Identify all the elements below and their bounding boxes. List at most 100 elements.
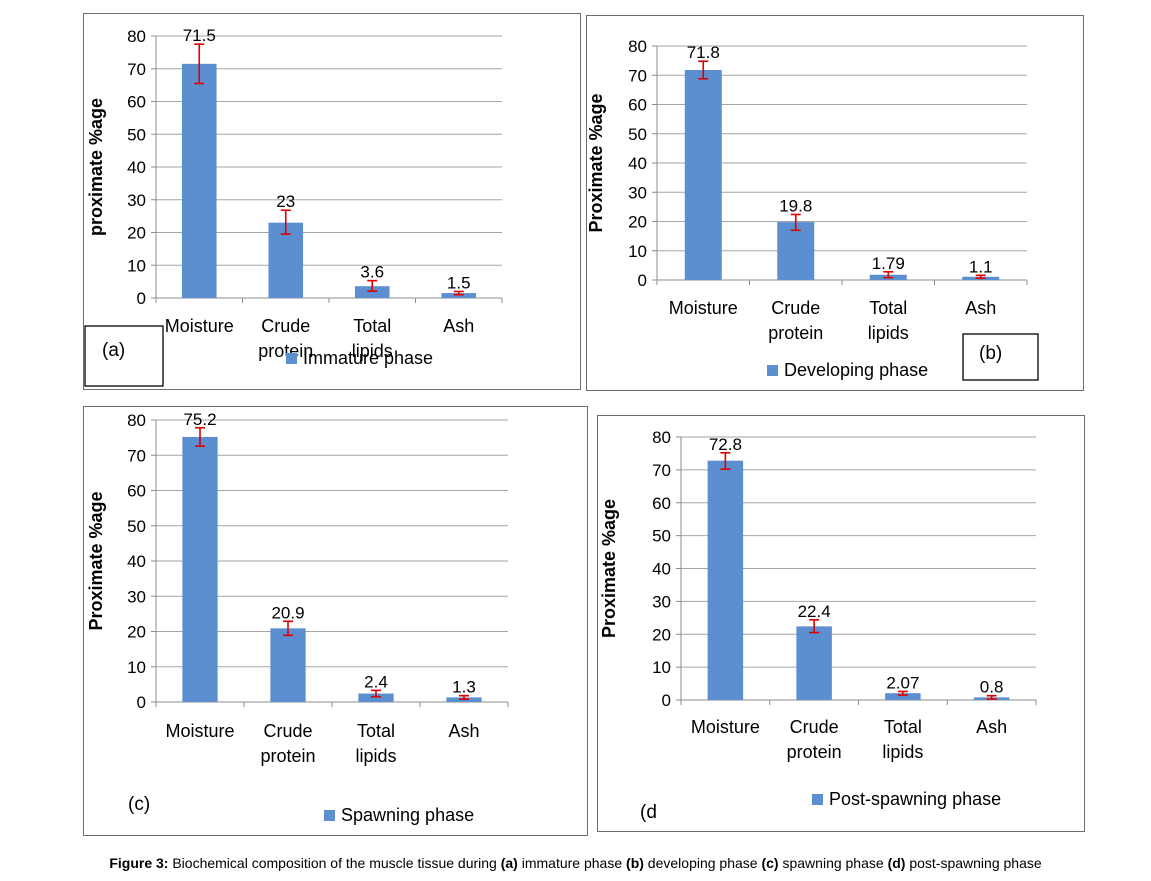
error-bar-c-0	[195, 426, 205, 447]
category-label-b-3: Ash	[965, 298, 996, 318]
data-label-a-0: 71.5	[183, 26, 216, 45]
category-label-d-2: Total	[884, 717, 922, 737]
y-tick-label-b-70: 70	[628, 66, 647, 85]
y-axis-label-c: Proximate %age	[86, 491, 106, 630]
y-tick-label-b-40: 40	[628, 154, 647, 173]
legend-swatch-d	[812, 794, 823, 805]
y-tick-label-b-20: 20	[628, 213, 647, 232]
bar-c-0	[182, 436, 218, 702]
caption-text-4: spawning phase	[778, 855, 888, 871]
chart-svg-d: 0 10 20 30 40 50 60 70 80 Proximate %age 72.8 Moist…	[599, 428, 1037, 823]
category-label-d-3: Ash	[976, 717, 1007, 737]
panel-label-d: (d	[640, 802, 657, 823]
y-tick-label-a-70: 70	[127, 60, 146, 79]
bar-d-2	[885, 693, 921, 700]
bar-b-1	[777, 222, 815, 280]
y-axis-label-a: proximate %age	[86, 98, 106, 236]
panel-label-b: (b)	[979, 343, 1002, 364]
y-tick-label-c-60: 60	[127, 482, 146, 501]
panel-label-box-b	[962, 333, 1039, 381]
category-label-b-0: Moisture	[669, 298, 738, 318]
y-tick-label-c-50: 50	[127, 517, 146, 536]
y-tick-label-a-20: 20	[127, 224, 146, 243]
bar-c-1	[270, 628, 306, 702]
data-label-c-1: 20.9	[271, 603, 304, 622]
error-bar-a-1	[280, 209, 291, 235]
category-label-c-3: Ash	[448, 721, 479, 741]
caption-a: (a)	[500, 855, 518, 871]
category-label-c-1-line2: protein	[260, 746, 315, 766]
y-tick-label-c-40: 40	[127, 552, 146, 571]
legend-swatch-b	[767, 365, 778, 376]
category-label-c-1: Crude	[263, 721, 312, 741]
y-tick-label-d-0: 0	[662, 691, 671, 710]
category-label-a-1-line2: protein	[258, 341, 313, 361]
y-tick-label-a-80: 80	[127, 27, 146, 46]
y-axis-label-d: Proximate %age	[599, 499, 619, 638]
category-label-a-2: Total	[353, 316, 391, 336]
legend-label-d: Post-spawning phase	[829, 789, 1001, 809]
bar-a-1	[268, 222, 304, 298]
legend-swatch-c	[324, 810, 335, 821]
error-bar-d-0	[720, 451, 731, 471]
caption-text-1: Biochemical composition of the muscle ti…	[168, 855, 501, 871]
y-tick-label-b-10: 10	[628, 242, 647, 261]
chart-svg-a: 0 10 20 30 40 50 60 70 80 proximate %age 71.5 Moist…	[84, 26, 503, 387]
category-label-b-2-line2: lipids	[868, 323, 909, 343]
error-bar-a-0	[194, 43, 205, 85]
data-label-a-3: 1.5	[447, 273, 471, 292]
data-label-d-2: 2.07	[886, 673, 919, 692]
y-tick-label-a-60: 60	[127, 93, 146, 112]
y-tick-label-d-80: 80	[652, 428, 671, 447]
error-bar-b-3	[975, 274, 986, 280]
y-axis-label-b: Proximate %age	[586, 93, 606, 232]
error-bar-a-2	[367, 279, 378, 292]
y-tick-label-d-20: 20	[652, 625, 671, 644]
y-tick-label-a-50: 50	[127, 125, 146, 144]
y-tick-label-c-10: 10	[127, 658, 146, 677]
caption-c: (c)	[761, 855, 779, 871]
category-label-b-1-line2: protein	[768, 323, 823, 343]
data-label-c-3: 1.3	[452, 678, 476, 697]
bar-a-0	[181, 63, 217, 299]
error-bar-c-1	[283, 620, 293, 637]
error-bar-c-2	[371, 689, 381, 698]
y-tick-label-b-30: 30	[628, 183, 647, 202]
category-label-c-2: Total	[357, 721, 395, 741]
category-label-d-1-line2: protein	[787, 742, 842, 762]
chart-svg-b: 0 10 20 30 40 50 60 70 80 Proximate %age 71.8 Moist…	[586, 37, 1039, 381]
y-tick-label-d-50: 50	[652, 527, 671, 546]
error-bar-b-0	[698, 60, 709, 80]
data-label-d-0: 72.8	[709, 435, 742, 454]
y-tick-label-a-40: 40	[127, 158, 146, 177]
panel-label-c: (c)	[128, 794, 150, 815]
data-label-b-1: 19.8	[779, 196, 812, 215]
caption-label: Figure 3:	[109, 855, 169, 871]
y-tick-label-a-10: 10	[127, 256, 146, 275]
data-label-b-0: 71.8	[687, 43, 720, 62]
data-label-a-2: 3.6	[360, 263, 384, 282]
bar-c-2	[358, 693, 394, 702]
bar-a-2	[354, 286, 390, 298]
chart-panel-c: 0 10 20 30 40 50 60 70 80 Proximate %age 75.2 Moist…	[83, 406, 588, 836]
y-tick-label-c-70: 70	[127, 446, 146, 465]
category-label-c-2-line2: lipids	[355, 746, 396, 766]
panel-label-box-a	[84, 325, 164, 387]
y-tick-label-b-80: 80	[628, 37, 647, 56]
bar-a-3	[441, 293, 477, 298]
legend-swatch-a	[286, 353, 297, 364]
caption-text-5: post-spawning phase	[905, 855, 1042, 871]
caption-text-3: developing phase	[643, 855, 762, 871]
error-bar-d-1	[809, 618, 820, 634]
y-tick-label-b-60: 60	[628, 96, 647, 115]
data-label-b-3: 1.1	[969, 257, 993, 276]
data-label-d-1: 22.4	[798, 602, 831, 621]
category-label-d-0: Moisture	[691, 717, 760, 737]
error-bar-a-3	[453, 290, 464, 296]
data-label-c-2: 2.4	[364, 672, 388, 691]
y-tick-label-d-70: 70	[652, 461, 671, 480]
y-tick-label-b-0: 0	[638, 271, 647, 290]
category-label-b-2: Total	[869, 298, 907, 318]
data-label-a-1: 23	[276, 192, 295, 211]
y-tick-label-a-30: 30	[127, 191, 146, 210]
